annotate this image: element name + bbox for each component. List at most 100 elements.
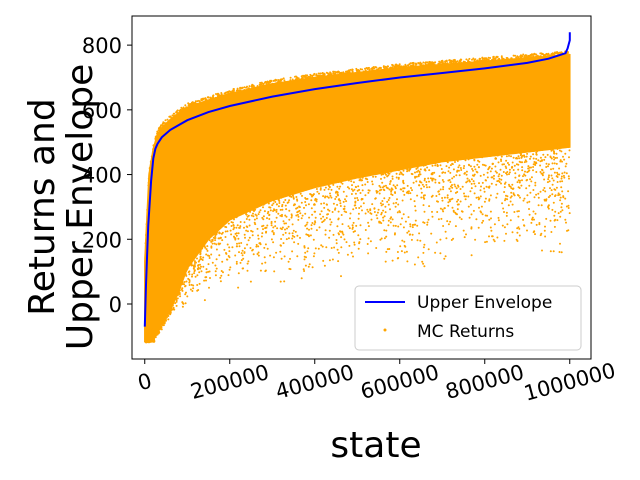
mc-returns-point [516, 181, 519, 184]
mc-returns-point [257, 254, 260, 257]
mc-returns-point [505, 167, 508, 169]
mc-returns-point [273, 270, 276, 273]
mc-returns-point [428, 205, 431, 208]
mc-returns-point [420, 196, 423, 199]
mc-returns-point [275, 82, 277, 85]
mc-returns-point [210, 245, 213, 248]
x-tick-label: 0 [135, 369, 154, 396]
mc-returns-point [391, 188, 394, 191]
mc-returns-point [547, 176, 550, 179]
mc-returns-point [460, 169, 463, 171]
mc-returns-point [339, 185, 342, 188]
mc-returns-point [464, 159, 467, 162]
mc-returns-point [272, 210, 275, 212]
mc-returns-point [380, 188, 383, 191]
mc-returns-point [393, 233, 396, 236]
mc-returns-point [368, 69, 371, 72]
mc-returns-point [366, 243, 369, 245]
mc-returns-point [252, 209, 255, 212]
mc-returns-point [276, 81, 279, 84]
mc-returns-point [440, 168, 443, 170]
mc-returns-point [320, 210, 323, 213]
mc-returns-point [207, 96, 210, 99]
mc-returns-point [318, 192, 320, 195]
mc-returns-point [434, 164, 437, 167]
mc-returns-point [551, 183, 554, 186]
mc-returns-point [340, 181, 343, 184]
mc-returns-point [472, 57, 475, 60]
mc-returns-point [327, 188, 330, 191]
mc-returns-point [323, 218, 326, 221]
mc-returns-point [293, 241, 296, 244]
mc-returns-point [162, 125, 165, 128]
mc-returns-point [274, 220, 277, 223]
mc-returns-point [249, 210, 252, 213]
mc-returns-point [283, 280, 286, 283]
mc-returns-point [396, 198, 398, 201]
mc-returns-point [427, 248, 430, 251]
mc-returns-point [448, 198, 451, 201]
mc-returns-point [268, 218, 271, 220]
mc-returns-point [468, 164, 471, 167]
mc-returns-point [379, 238, 382, 241]
mc-returns-point [206, 249, 209, 252]
mc-returns-point [248, 85, 251, 88]
mc-returns-point [252, 84, 255, 87]
mc-returns-point [433, 61, 436, 64]
mc-returns-point [176, 109, 179, 112]
mc-returns-point [308, 216, 311, 219]
mc-returns-point [240, 252, 243, 255]
mc-returns-point [225, 252, 228, 255]
mc-returns-point [440, 217, 443, 220]
mc-returns-point [372, 175, 375, 178]
mc-returns-point [402, 169, 405, 172]
mc-returns-point [431, 179, 434, 182]
mc-returns-point [399, 211, 401, 214]
mc-returns-point [238, 251, 240, 254]
mc-returns-point [392, 224, 395, 227]
mc-returns-point [183, 281, 186, 283]
mc-returns-point [352, 221, 355, 224]
mc-returns-point [496, 154, 499, 157]
mc-returns-point [551, 193, 554, 196]
mc-returns-point [201, 259, 204, 261]
mc-returns-point [305, 223, 308, 226]
mc-returns-point [279, 208, 282, 211]
mc-returns-point [391, 194, 394, 196]
mc-returns-point [378, 192, 381, 195]
mc-returns-point [558, 251, 561, 253]
mc-returns-point [402, 190, 405, 193]
mc-returns-point [559, 196, 562, 199]
mc-returns-point [468, 179, 471, 182]
mc-returns-point [332, 70, 335, 73]
mc-returns-point [501, 57, 504, 60]
mc-returns-point [187, 104, 190, 107]
mc-returns-point [295, 196, 298, 198]
mc-returns-point [278, 202, 281, 204]
mc-returns-point [476, 61, 479, 64]
mc-returns-point [310, 227, 313, 230]
mc-returns-point [552, 179, 555, 182]
mc-returns-point [322, 259, 325, 262]
mc-returns-point [462, 167, 465, 170]
mc-returns-point [423, 179, 426, 182]
mc-returns-point [337, 198, 340, 201]
mc-returns-point [352, 255, 354, 258]
mc-returns-point [307, 265, 310, 268]
mc-returns-point [350, 193, 353, 195]
mc-returns-point [479, 174, 482, 177]
mc-returns-point [226, 258, 229, 261]
mc-returns-point [350, 180, 353, 183]
mc-returns-point [351, 227, 354, 230]
mc-returns-point [254, 86, 257, 89]
mc-returns-point [527, 165, 530, 168]
mc-returns-point [407, 190, 410, 193]
mc-returns-point [197, 266, 200, 269]
mc-returns-point [556, 52, 559, 55]
mc-returns-point [332, 74, 334, 77]
mc-returns-point [435, 195, 438, 197]
mc-returns-point [327, 74, 330, 76]
mc-returns-point [369, 208, 372, 211]
mc-returns-point [421, 260, 424, 263]
mc-returns-point [529, 191, 532, 194]
